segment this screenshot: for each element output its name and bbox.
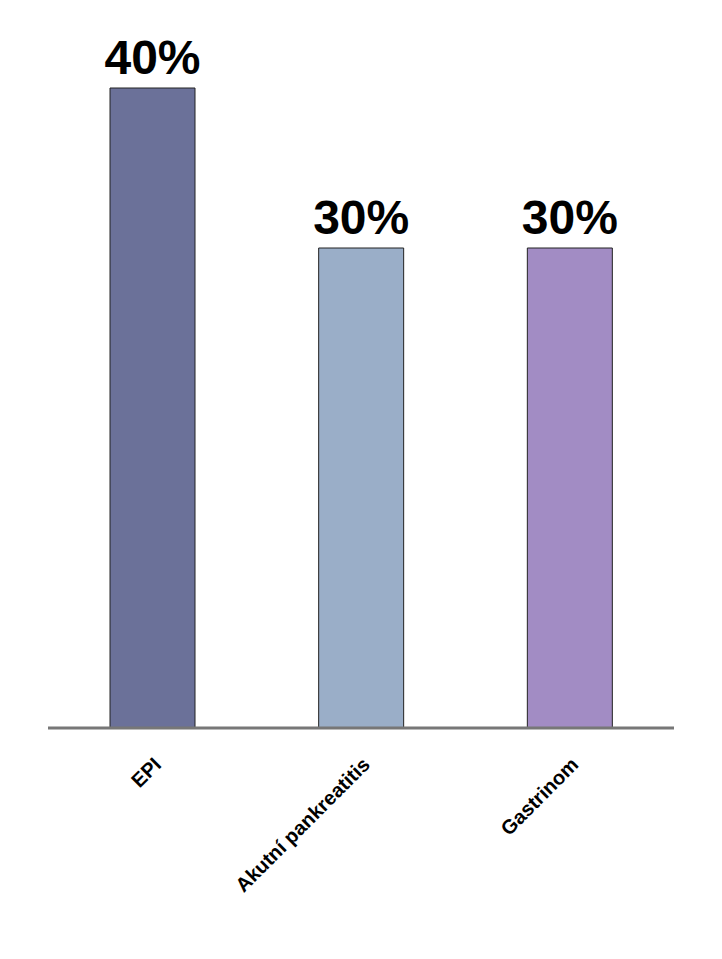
- svg-text:Akutní pankreatitis: Akutní pankreatitis: [231, 753, 374, 896]
- svg-text:30%: 30%: [313, 191, 409, 244]
- svg-text:40%: 40%: [104, 31, 200, 84]
- svg-text:30%: 30%: [522, 191, 618, 244]
- svg-text:Gastrinom: Gastrinom: [496, 753, 582, 839]
- svg-text:EPI: EPI: [127, 753, 165, 791]
